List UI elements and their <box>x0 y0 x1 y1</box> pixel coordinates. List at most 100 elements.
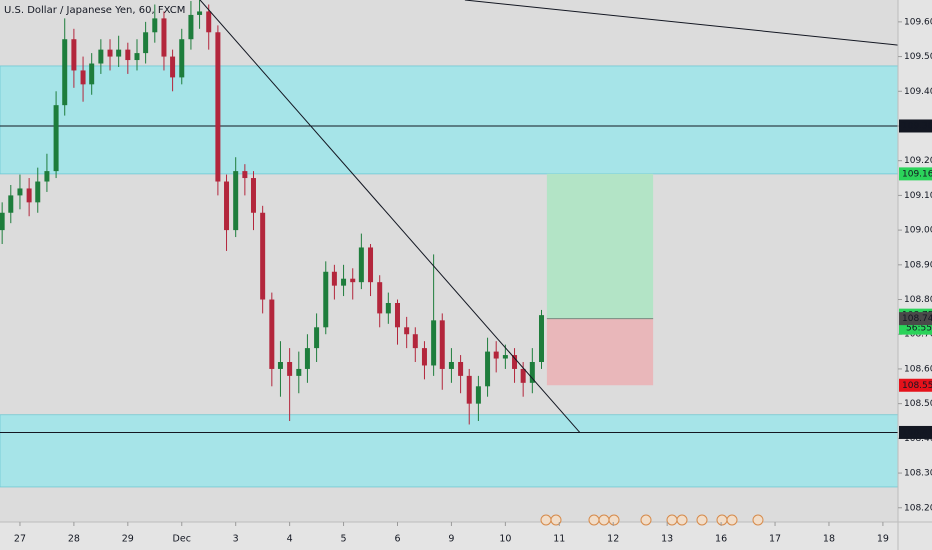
candle-body <box>439 320 445 369</box>
price-label: 108.745 <box>902 314 932 324</box>
candle-body <box>377 282 383 314</box>
y-tick-label: 109.400 <box>904 87 932 97</box>
y-tick-label: 109.600 <box>904 17 932 27</box>
candle-body <box>242 171 248 179</box>
candle-body <box>341 278 347 286</box>
chart-title: U.S. Dollar / Japanese Yen, 60, FXCM <box>4 5 185 16</box>
x-tick-label: 29 <box>122 534 134 545</box>
candle-body <box>89 63 95 85</box>
y-tick-label: 108.800 <box>904 295 932 305</box>
y-tick-label: 109.000 <box>904 226 932 236</box>
price-label-box <box>899 425 932 439</box>
candle-body <box>304 348 310 369</box>
candle-body <box>493 351 499 359</box>
candle-body <box>448 361 454 369</box>
candle-body <box>215 32 221 182</box>
candle-body <box>116 49 122 57</box>
price-label: 108.553 <box>902 381 932 391</box>
candle-body <box>71 39 77 71</box>
x-tick-label: 3 <box>233 534 239 545</box>
candle-body <box>520 368 526 383</box>
x-tick-label: Dec <box>173 534 191 545</box>
x-tick-label: 4 <box>287 534 293 545</box>
candle-body <box>368 247 374 283</box>
event-icon <box>598 514 610 526</box>
candle-body <box>143 32 149 54</box>
candle-body <box>404 327 410 335</box>
candle-body <box>350 278 356 283</box>
target-zone <box>546 173 654 319</box>
candle-body <box>98 49 104 64</box>
candle-body <box>296 368 302 376</box>
candle-body <box>206 11 212 33</box>
candle-body <box>512 355 518 369</box>
candle-body <box>0 212 5 231</box>
candle-body <box>107 49 113 57</box>
x-tick-label: 11 <box>553 534 565 545</box>
x-tick-label: 18 <box>823 534 835 545</box>
candle-body <box>458 361 464 376</box>
x-tick-label: 28 <box>68 534 80 545</box>
price-label-box <box>899 312 932 326</box>
candle-body <box>475 386 481 404</box>
y-tick-label: 108.900 <box>904 260 932 270</box>
candle-body <box>314 327 320 349</box>
price-label: 108.417 <box>902 428 932 438</box>
candle-body <box>421 348 427 366</box>
zone <box>0 414 899 488</box>
y-tick-label: 108.200 <box>904 503 932 513</box>
trend-line <box>464 0 899 46</box>
candle-body <box>233 171 239 231</box>
candle-body <box>385 302 391 314</box>
layer <box>0 0 899 488</box>
price-label-box <box>899 378 932 392</box>
candle-body <box>260 212 266 300</box>
x-tick-label: 17 <box>769 534 781 545</box>
candle-body <box>431 320 437 366</box>
event-icon <box>726 514 738 526</box>
y-tick-label: 108.600 <box>904 364 932 374</box>
candle-body <box>80 70 86 85</box>
y-tick-label: 108.700 <box>904 330 932 340</box>
event-icon <box>640 514 652 526</box>
candle-body <box>277 361 283 369</box>
y-tick-label: 109.500 <box>904 52 932 62</box>
event-icon <box>696 514 708 526</box>
event-icon <box>588 514 600 526</box>
zone <box>0 65 899 175</box>
event-icon <box>676 514 688 526</box>
candle-body <box>485 351 491 387</box>
event-icon <box>666 514 678 526</box>
x-tick-label: 10 <box>499 534 511 545</box>
price-label-box <box>899 167 932 181</box>
x-tick-label: 9 <box>448 534 454 545</box>
x-tick-label: 16 <box>715 534 727 545</box>
candle-body <box>323 271 329 328</box>
x-tick-label: 5 <box>341 534 347 545</box>
events <box>540 514 764 526</box>
candle-body <box>152 18 158 33</box>
price-label: 109.162 <box>902 169 932 179</box>
event-icon <box>752 514 764 526</box>
price-label: 109.300 <box>902 121 932 131</box>
candle-body <box>35 181 41 203</box>
candle-body <box>394 302 400 328</box>
candle-body <box>188 14 194 40</box>
y-tick-label: 108.500 <box>904 399 932 409</box>
candle-body <box>466 375 472 404</box>
candle-body <box>170 56 176 78</box>
event-icon <box>716 514 728 526</box>
candle-body <box>44 171 50 182</box>
candle-body <box>17 188 23 196</box>
candle-body <box>197 11 203 15</box>
event-icon <box>550 514 562 526</box>
candle-body <box>269 299 275 369</box>
event-icon <box>540 514 552 526</box>
y-tick-label: 109.100 <box>904 191 932 201</box>
candle-body <box>53 105 59 172</box>
candle-body <box>179 39 185 78</box>
candle-body <box>538 315 544 362</box>
x-tick-label: 6 <box>394 534 400 545</box>
x-tick-label: 27 <box>14 534 26 545</box>
